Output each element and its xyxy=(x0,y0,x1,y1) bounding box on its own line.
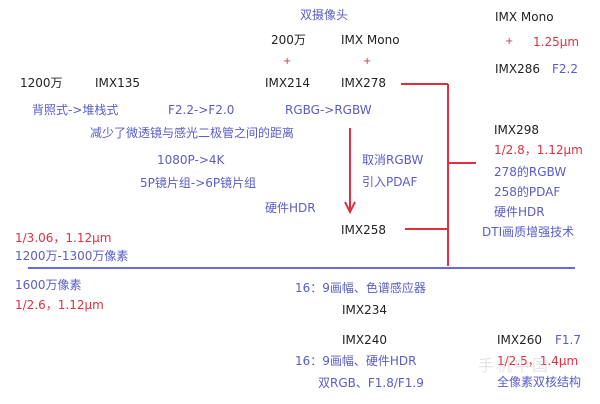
imx298-label: IMX298 xyxy=(494,123,540,137)
spec-16mp: 1/2.6，1.12μm xyxy=(15,298,104,312)
imx298-feature: 硬件HDR xyxy=(494,205,545,219)
video-change: 1080P->4K xyxy=(157,153,225,167)
lens-distance-note: 减少了微透镜与感光二极管之间的距离 xyxy=(90,126,295,140)
watermark-logo: 手机中国 xyxy=(478,356,551,375)
imx240-label: IMX240 xyxy=(342,333,388,347)
bsi-to-stacked: 背照式->堆栈式 xyxy=(32,103,119,117)
arrow-head-icon xyxy=(344,201,356,215)
plus-sign: + xyxy=(283,56,292,67)
imx214-label: IMX214 xyxy=(265,76,311,90)
imx234-desc: 16：9画幅、色谱感应器 xyxy=(295,281,426,295)
imx-mono-label: IMX Mono xyxy=(341,33,400,47)
plus-sign: + xyxy=(505,36,514,47)
imx286-pixel-size: 1.25μm xyxy=(533,35,580,49)
imx234-label: IMX234 xyxy=(342,303,388,317)
imx260-aperture: F1.7 xyxy=(555,333,581,347)
plus-sign: + xyxy=(363,56,372,67)
res-1200-label: 1200万 xyxy=(20,76,63,90)
imx298-feature: DTI画质增强技术 xyxy=(482,225,575,239)
imx258-label: IMX258 xyxy=(341,223,387,237)
res-200-label: 200万 xyxy=(271,33,306,47)
imx240-desc: 双RGB、F1.8/F1.9 xyxy=(318,376,424,390)
imx135-label: IMX135 xyxy=(95,76,141,90)
right-imx-mono-label: IMX Mono xyxy=(495,10,554,24)
imx260-desc: 全像素双核结构 xyxy=(497,375,582,389)
cancel-rgbw: 取消RGBW xyxy=(362,153,424,167)
hardware-hdr: 硬件HDR xyxy=(265,201,316,215)
imx298-spec: 1/2.8，1.12μm xyxy=(494,143,583,157)
aperture-change: F2.2->F2.0 xyxy=(168,103,235,117)
range-16mp: 1600万像素 xyxy=(15,278,82,292)
imx298-feature: 278的RGBW xyxy=(494,165,567,179)
imx286-aperture: F2.2 xyxy=(552,62,578,76)
dual-camera-heading: 双摄像头 xyxy=(300,8,349,22)
imx278-label: IMX278 xyxy=(341,76,387,90)
add-pdaf: 引入PDAF xyxy=(362,175,418,189)
range-12mp: 1200万-1300万像素 xyxy=(15,249,129,263)
imx286-label: IMX286 xyxy=(495,62,541,76)
imx298-feature: 258的PDAF xyxy=(494,185,561,199)
imx260-spec: 1/2.5，1.4μm xyxy=(497,354,579,368)
spec-12mp: 1/3.06，1.12μm xyxy=(15,231,112,245)
lens-group-change: 5P镜片组->6P镜片组 xyxy=(140,176,257,190)
imx240-desc: 16：9画幅、硬件HDR xyxy=(295,354,417,368)
imx260-label: IMX260 xyxy=(497,333,543,347)
rgbg-to-rgbw: RGBG->RGBW xyxy=(285,103,372,117)
